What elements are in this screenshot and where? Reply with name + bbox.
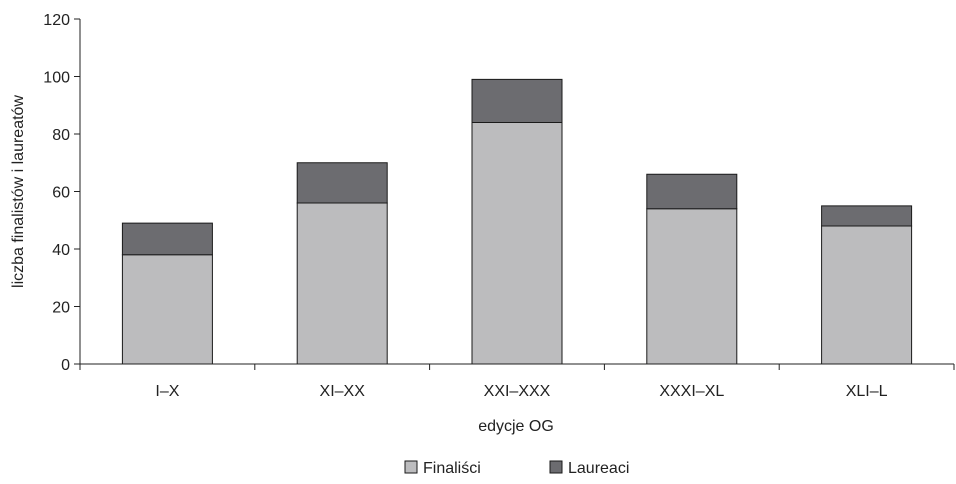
bar-finalisci [646, 208, 738, 365]
legend-label: Finaliści [423, 460, 481, 477]
legend-swatch [404, 460, 418, 474]
bar-laureaci [296, 162, 388, 204]
y-axis-label: liczba finalistów i laureatów [10, 95, 27, 288]
x-tick-label: XLI–L [846, 383, 888, 400]
y-ticks-group: 0 20 40 60 80 100 120 [43, 12, 80, 374]
bar-finalisci [296, 202, 388, 365]
bar-finalisci [821, 225, 913, 365]
bar-laureaci [821, 205, 913, 227]
legend-swatch [549, 460, 563, 474]
bar-finalisci [471, 122, 563, 365]
y-tick-label: 120 [43, 12, 70, 29]
x-tick-label: XXXI–XL [659, 383, 724, 400]
bar-laureaci [471, 78, 563, 123]
x-tick-label: I–X [155, 383, 179, 400]
bar-finalisci [121, 254, 213, 365]
legend: Finaliści Laureaci [404, 460, 629, 477]
x-axis-label: edycje OG [478, 418, 554, 435]
y-tick-label: 0 [61, 357, 70, 374]
y-tick-label: 80 [52, 127, 70, 144]
bars-group [121, 78, 913, 365]
y-tick-label: 60 [52, 185, 70, 202]
bar-laureaci [646, 173, 738, 210]
y-tick-label: 100 [43, 70, 70, 87]
x-tick-label: XI–XX [320, 383, 366, 400]
legend-label: Laureaci [568, 460, 629, 477]
y-tick-label: 40 [52, 242, 70, 259]
x-ticks-group: I–X XI–XX XXI–XXX XXXI–XL XLI–L [79, 364, 955, 400]
bar-laureaci [121, 222, 213, 256]
y-tick-label: 20 [52, 300, 70, 317]
x-tick-label: XXI–XXX [484, 383, 551, 400]
